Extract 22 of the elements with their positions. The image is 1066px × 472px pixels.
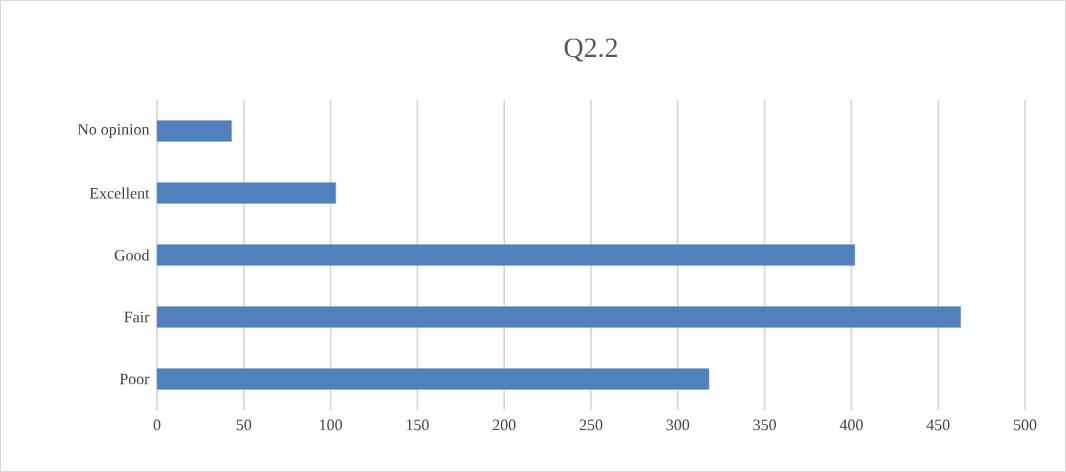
x-tick-label: 450 [926, 419, 950, 431]
bar [156, 244, 856, 266]
bar [156, 306, 962, 328]
x-tick-label: 400 [839, 419, 863, 431]
y-tick-label: Fair [124, 311, 150, 323]
x-tick-label: 300 [666, 419, 690, 431]
bar [156, 120, 232, 142]
y-tick-label: Poor [119, 373, 150, 385]
x-tick-label: 350 [753, 419, 776, 431]
x-tick-label: 200 [492, 419, 516, 431]
x-tick-label: 50 [236, 419, 252, 431]
bar [156, 182, 337, 204]
x-tick-label: 150 [406, 419, 429, 431]
x-tick-label: 0 [153, 419, 161, 431]
bar [156, 368, 710, 390]
x-tick-label: 100 [320, 419, 342, 431]
y-tick-label: Excellent [89, 187, 150, 199]
x-tick-label: 250 [579, 419, 603, 431]
y-tick-label: Good [114, 249, 150, 261]
x-tick-label: 500 [1013, 419, 1037, 431]
y-tick-label: No opinion [77, 124, 150, 138]
chart-title: Q2.2 [564, 38, 617, 62]
